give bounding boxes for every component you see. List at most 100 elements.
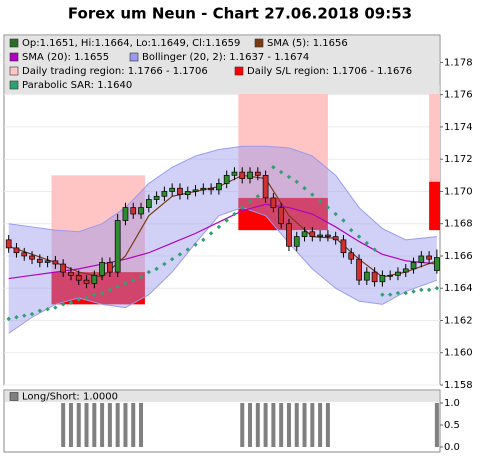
panel-y-tick-label: 1.0: [444, 398, 460, 409]
candle-body: [208, 187, 214, 191]
y-tick-label: 1.178: [444, 57, 473, 68]
long-short-bar: [302, 403, 307, 447]
candle-body: [107, 262, 113, 273]
candle-body: [270, 197, 277, 208]
long-short-bar: [286, 403, 291, 447]
sar-dot: [193, 242, 198, 247]
sar-dot: [6, 316, 11, 322]
sar-dot: [169, 256, 175, 262]
long-short-bar: [107, 403, 112, 447]
bollinger-upper: [8, 145, 437, 241]
chart-title: Forex um Neun - Chart 27.06.2018 09:53: [68, 5, 412, 23]
candle-body: [68, 271, 74, 276]
candle-body: [13, 247, 20, 254]
candle-body: [145, 199, 152, 208]
candle-body: [317, 234, 323, 237]
sar-dot: [395, 290, 401, 296]
sar-dot: [411, 289, 416, 294]
y-tick-label: 1.174: [444, 122, 473, 133]
sl-region: [429, 181, 440, 231]
candle-body: [44, 260, 51, 263]
panel-y-tick-label: 0.0: [444, 442, 460, 453]
long-short-bar: [240, 403, 245, 447]
sar-dot: [426, 287, 432, 293]
candle-body: [184, 191, 191, 196]
candle-body: [340, 239, 347, 254]
legend-swatch: [254, 38, 264, 48]
long-short-bar: [434, 403, 439, 447]
y-tick-label: 1.158: [444, 380, 473, 391]
panel-y-tick-label: 0.5: [444, 420, 460, 431]
sar-dot: [372, 247, 377, 252]
candle-body: [29, 255, 35, 260]
candle-body: [410, 262, 417, 270]
long-short-bar: [123, 403, 128, 447]
candle-body: [379, 274, 386, 283]
long-short-bar: [76, 403, 81, 447]
legend-swatch: [9, 392, 19, 401]
candle-body: [91, 274, 98, 284]
y-tick-label: 1.176: [444, 90, 473, 101]
candle-body: [192, 189, 199, 192]
long-short-bar: [131, 403, 136, 447]
sar-dot: [84, 295, 89, 301]
candle-body: [293, 236, 300, 247]
sar-dot: [224, 218, 229, 223]
sar-dot: [60, 302, 66, 307]
sar-dot: [131, 277, 136, 283]
long-short-bar: [255, 403, 260, 447]
candle-body: [169, 187, 176, 192]
sar-dot: [115, 284, 120, 289]
sar-dot: [341, 218, 346, 223]
candle-body: [348, 252, 355, 260]
sar-dot: [185, 247, 190, 252]
y-tick-label: 1.162: [444, 315, 473, 326]
sar-dot: [349, 227, 354, 233]
long-short-bar: [139, 403, 144, 447]
legend-label: Long/Short: 1.0000: [22, 392, 118, 403]
candle-body: [223, 174, 230, 184]
long-short-bar: [61, 403, 66, 447]
legend-label: Op:1.1651, Hi:1.1664, Lo:1.1649, Cl:1.16…: [22, 38, 240, 49]
long-short-bar: [325, 403, 330, 447]
legend-swatch: [9, 66, 19, 76]
candle-body: [75, 274, 82, 281]
candle-body: [153, 195, 160, 200]
sar-dot: [434, 286, 440, 291]
sar-dot: [37, 308, 43, 314]
sar-dot: [146, 269, 152, 275]
legend-bg: [5, 36, 439, 94]
candle-body: [301, 231, 308, 237]
sar-dot: [14, 315, 19, 320]
candle-body: [60, 263, 67, 273]
sar-dot: [123, 281, 128, 286]
candle-body: [122, 207, 129, 221]
sar-dot: [29, 311, 35, 317]
candle-body: [161, 191, 168, 197]
sar-dot: [45, 306, 50, 312]
candle-body: [418, 255, 425, 263]
sar-dot: [333, 211, 338, 217]
long-short-bar: [92, 403, 97, 447]
candle-body: [309, 231, 316, 237]
long-short-bar: [310, 403, 315, 447]
sar-dot: [271, 165, 276, 170]
trading-region: [51, 175, 145, 273]
candle-body: [395, 271, 401, 276]
y-tick-label: 1.168: [444, 219, 473, 230]
legend-label: SMA (5): 1.1656: [267, 38, 348, 49]
sar-dot: [310, 192, 315, 197]
legend-label: Daily trading region: 1.1766 - 1.1706: [22, 66, 208, 77]
candle-body: [21, 252, 28, 257]
long-short-bar: [279, 403, 284, 447]
sar-dot: [177, 252, 183, 257]
candle-body: [387, 274, 394, 277]
long-short-bar: [100, 403, 105, 447]
candle-body: [5, 239, 12, 249]
legend-label: SMA (20): 1.1655: [22, 52, 109, 63]
candle-body: [286, 223, 292, 247]
y-tick-label: 1.160: [444, 348, 473, 359]
sar-dot: [162, 261, 167, 267]
sar-dot: [247, 198, 253, 204]
sar-dot: [232, 211, 237, 217]
